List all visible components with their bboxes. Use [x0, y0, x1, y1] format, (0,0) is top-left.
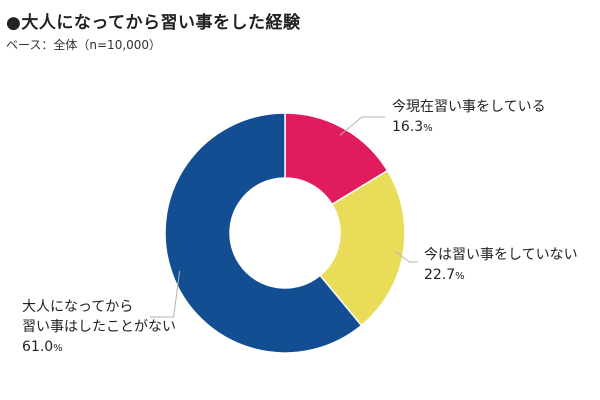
slice-label-not-now: 今は習い事をしていない 22.7%	[424, 245, 578, 287]
slice-label-never: 大人になってから 習い事はしたことがない 61.0%	[22, 297, 176, 359]
slice-value: 61.0%	[22, 339, 63, 355]
chart-title: ●大人になってから習い事をした経験	[6, 13, 301, 33]
slice-label-text: 今は習い事をしていない	[424, 247, 578, 263]
leader-line-not-now	[395, 251, 418, 263]
leader-line-current	[339, 116, 385, 136]
leader-line-never	[150, 270, 181, 318]
slice-label-text: 習い事はしたことがない	[22, 319, 176, 335]
slice-not-now	[319, 169, 406, 327]
slice-label-text: 今現在習い事をしている	[392, 99, 546, 115]
slice-label-text: 大人になってから	[22, 299, 134, 315]
slice-value: 22.7%	[424, 267, 465, 283]
slice-label-current: 今現在習い事をしている 16.3%	[392, 97, 546, 139]
slice-never	[164, 112, 363, 354]
chart-subtitle: ベース：全体（n=10,000）	[6, 38, 162, 52]
slice-value: 16.3%	[392, 119, 433, 135]
